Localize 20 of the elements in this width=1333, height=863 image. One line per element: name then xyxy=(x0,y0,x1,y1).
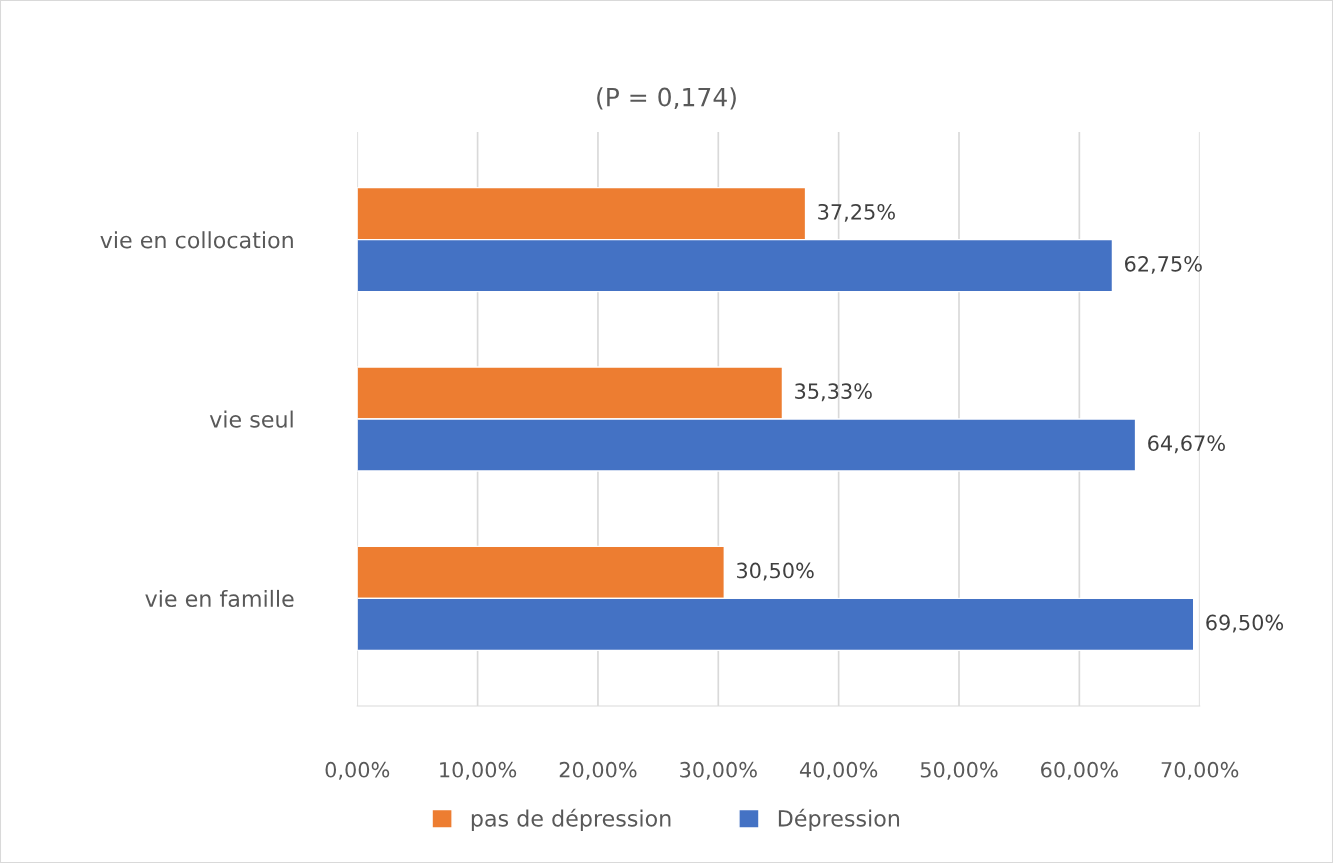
data-label: 64,67% xyxy=(1148,435,1225,454)
x-tick-label: 10,00% xyxy=(440,761,517,780)
data-label: 30,50% xyxy=(737,562,814,581)
x-tick-label: 50,00% xyxy=(920,761,998,780)
x-tick-label: 30,00% xyxy=(680,761,757,780)
y-tick-label: vie en collocation xyxy=(100,231,293,249)
data-label: 35,33% xyxy=(795,383,872,402)
y-tick-label: vie seul xyxy=(209,410,293,428)
data-label: 62,75% xyxy=(1125,255,1202,274)
x-tick-label: 20,00% xyxy=(559,761,637,780)
x-tick-label: 70,00% xyxy=(1161,761,1239,780)
x-tick-label: 0,00% xyxy=(325,761,390,780)
data-label: 37,25% xyxy=(818,203,895,222)
x-tick-label: 60,00% xyxy=(1041,761,1118,780)
y-tick-label: vie en famille xyxy=(145,589,294,608)
legend-label: pas de dépression xyxy=(471,808,671,832)
legend-label: Dépression xyxy=(778,808,900,832)
data-label: 69,50% xyxy=(1206,614,1284,633)
x-tick-label: 40,00% xyxy=(799,761,878,780)
chart-title: (P = 0,174) xyxy=(597,87,736,110)
